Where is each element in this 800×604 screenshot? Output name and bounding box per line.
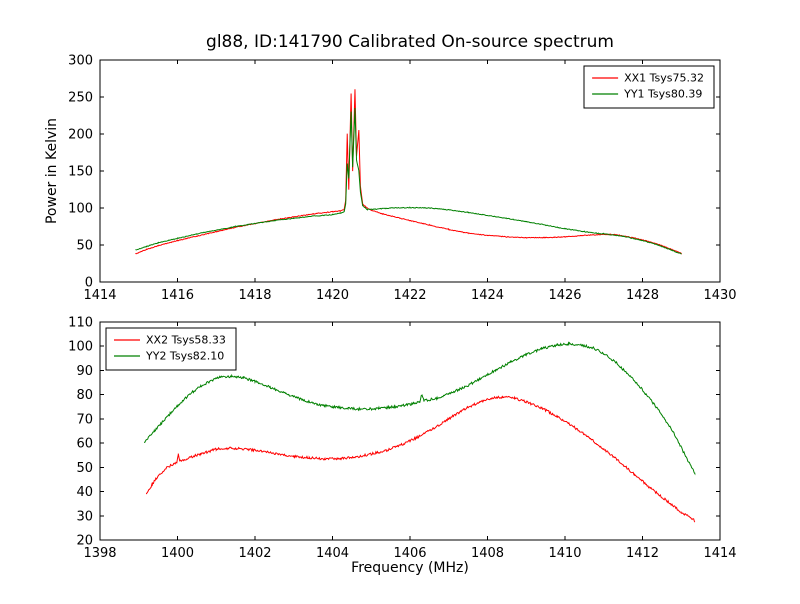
y-tick-label: 100 bbox=[68, 202, 93, 217]
y-tick-label: 0 bbox=[85, 276, 93, 291]
x-tick-label: 1428 bbox=[626, 288, 659, 303]
y-axis-label: Power in Kelvin bbox=[44, 118, 60, 224]
y-tick-label: 100 bbox=[68, 340, 93, 355]
x-tick-label: 1430 bbox=[703, 288, 736, 303]
x-tick-label: 1420 bbox=[316, 288, 349, 303]
x-tick-label: 1400 bbox=[161, 546, 194, 561]
YY2-line bbox=[144, 341, 696, 476]
x-tick-label: 1398 bbox=[83, 546, 116, 561]
y-tick-label: 20 bbox=[76, 534, 93, 549]
x-tick-label: 1402 bbox=[238, 546, 271, 561]
top-plot: 1414 1416 1418 1420 1422 1424 1426 1428 1430 0 50 1… bbox=[68, 54, 736, 304]
bottom-plot: 1398 1400 1402 1404 1406 1408 1410 1412 1414 20 30… bbox=[68, 316, 736, 562]
XX1-line bbox=[135, 89, 682, 255]
x-tick-label: 1404 bbox=[316, 546, 349, 561]
y-tick-label: 30 bbox=[76, 509, 93, 524]
x-tick-label: 1416 bbox=[161, 288, 194, 303]
x-tick-label: 1414 bbox=[703, 546, 736, 561]
x-tick-label: 1422 bbox=[393, 288, 426, 303]
x-tick-label: 1408 bbox=[471, 546, 504, 561]
y-tick-label: 110 bbox=[68, 316, 93, 331]
y-tick-label: 200 bbox=[68, 128, 93, 143]
XX2-line bbox=[146, 395, 696, 523]
y-tick-label: 40 bbox=[76, 485, 93, 500]
y-tick-label: 90 bbox=[76, 364, 93, 379]
x-tick-label: 1410 bbox=[548, 546, 581, 561]
x-tick-label: 1426 bbox=[548, 288, 581, 303]
YY1-line bbox=[135, 108, 682, 255]
legend-label: YY2 Tsys82.10 bbox=[145, 350, 224, 363]
x-tick-label: 1424 bbox=[471, 288, 504, 303]
legend-box bbox=[105, 327, 237, 371]
x-axis-label: Frequency (MHz) bbox=[351, 560, 469, 576]
y-tick-label: 80 bbox=[76, 388, 93, 403]
legend-label: YY1 Tsys80.39 bbox=[623, 88, 702, 101]
legend-label: XX1 Tsys75.32 bbox=[624, 72, 704, 85]
y-tick-label: 70 bbox=[76, 412, 93, 427]
x-tick-label: 1412 bbox=[626, 546, 659, 561]
y-tick-label: 50 bbox=[76, 239, 93, 254]
legend-box bbox=[583, 65, 715, 109]
x-tick-label: 1414 bbox=[83, 288, 116, 303]
y-tick-label: 300 bbox=[68, 54, 93, 69]
x-tick-label: 1418 bbox=[238, 288, 271, 303]
x-tick-label: 1406 bbox=[393, 546, 426, 561]
y-tick-label: 50 bbox=[76, 461, 93, 476]
y-tick-label: 60 bbox=[76, 437, 93, 452]
y-tick-label: 250 bbox=[68, 91, 93, 106]
legend-label: XX2 Tsys58.33 bbox=[146, 334, 226, 347]
y-tick-label: 150 bbox=[68, 165, 93, 180]
figure-title: gl88, ID:141790 Calibrated On-source spe… bbox=[206, 32, 614, 52]
